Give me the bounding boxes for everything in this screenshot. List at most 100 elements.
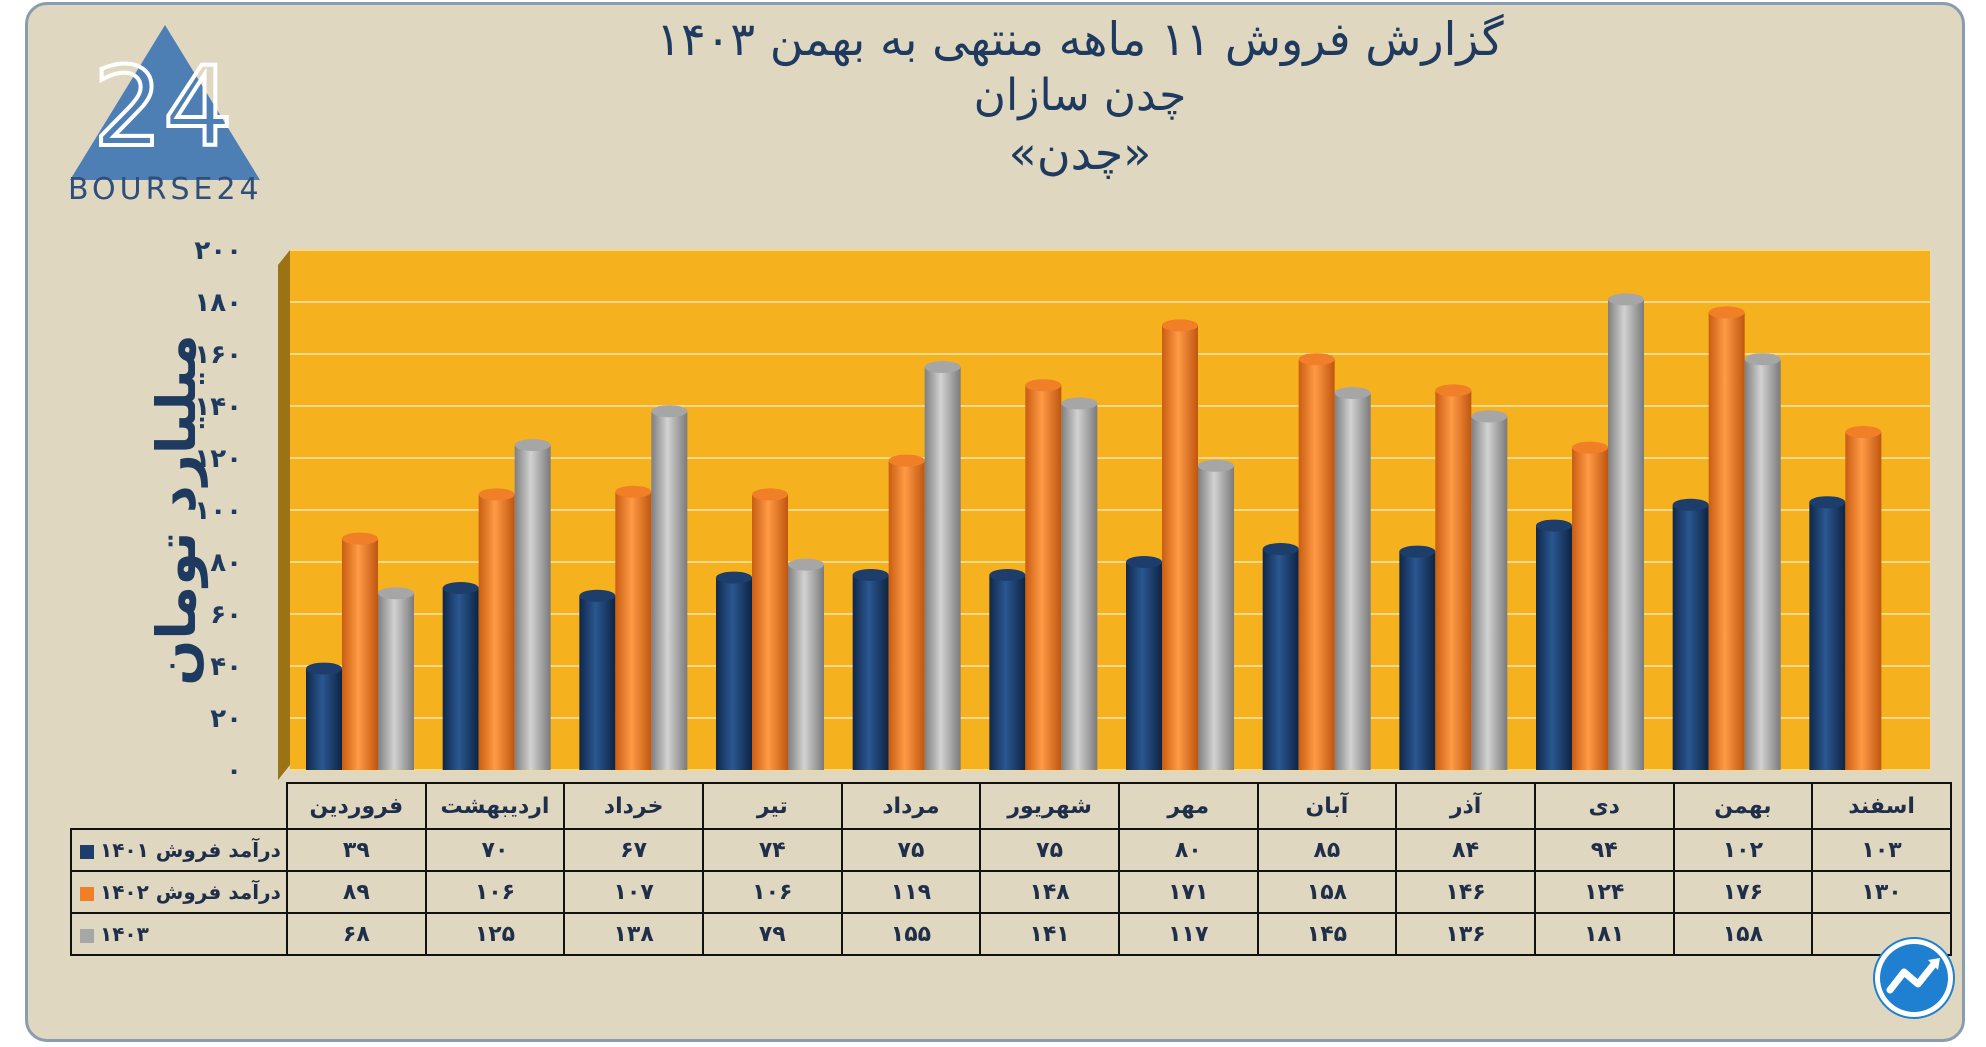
y-tick-label: ۰ [226, 756, 242, 786]
data-label: ۱۴۸ [979, 870, 1120, 914]
bar-body [651, 411, 688, 770]
bar-body [1608, 299, 1644, 770]
y-tick-label: ۱۲۰ [194, 444, 242, 474]
bar-body [1334, 393, 1371, 770]
bar [342, 532, 378, 770]
bar [1845, 426, 1882, 770]
table-header-row: فروردین اردیبهشت خرداد تیر مرداد شهریور مهر آبا… [71, 782, 1952, 830]
bar [1025, 379, 1062, 770]
bar [1162, 319, 1198, 770]
bar-body [852, 575, 889, 770]
bar-body [989, 575, 1026, 770]
bar [1399, 545, 1436, 770]
y-tick-label: ۲۰ [210, 704, 242, 734]
bar-body [716, 577, 752, 770]
data-label: ۱۲۴ [1533, 870, 1675, 914]
data-label: ۸۹ [286, 870, 427, 914]
legend-entry: ۱۴۰۳ [70, 912, 288, 956]
bar [1126, 556, 1162, 770]
data-label: ۱۸۱ [1533, 912, 1675, 956]
bar-body [1809, 502, 1846, 770]
bar-body [1198, 465, 1234, 770]
bar-cap [1845, 426, 1882, 438]
data-label: ۱۴۵ [1256, 912, 1398, 956]
bar [1708, 306, 1745, 770]
bar-cap [1744, 353, 1781, 366]
bar-body [1399, 551, 1436, 770]
bar [1262, 543, 1299, 770]
y-axis-label: میلیارد تومان [145, 334, 208, 685]
bar-cap [1399, 545, 1436, 558]
data-label: ۹۴ [1533, 828, 1675, 872]
bar-cap [615, 485, 652, 498]
bar-cap [1025, 379, 1062, 392]
bar-cap [1061, 397, 1098, 410]
data-label: ۸۵ [1256, 828, 1398, 872]
y-axis-ticks: ۰ ۲۰ ۴۰ ۶۰ ۸۰ ۱۰۰ ۱۲۰ ۱۴۰ ۱۶۰ ۱۸۰ ۲۰۰ [194, 236, 242, 786]
bar-cap [1262, 543, 1299, 555]
month-label: دی [1533, 782, 1675, 830]
y-tick-label: ۸۰ [210, 548, 242, 578]
bar [1471, 410, 1508, 770]
grid-lines [290, 249, 1930, 771]
bar-body [615, 491, 652, 770]
bar-cap [1198, 459, 1234, 472]
bar-cap [888, 454, 925, 467]
data-label: ۱۳۶ [1395, 912, 1536, 956]
data-label: ۱۵۸ [1672, 912, 1814, 956]
legend-label: ۱۴۰۳ [100, 922, 149, 946]
bar-cap [716, 571, 752, 584]
svg-text:24: 24 [93, 43, 233, 171]
title-line-1: گزارش فروش ۱۱ ماهه منتهی به بهمن ۱۴۰۳ [656, 12, 1504, 66]
bourse24-logo: 24 [70, 25, 260, 180]
bar [1298, 353, 1335, 770]
bar-cap [1536, 519, 1572, 532]
bar-body [752, 494, 788, 770]
bar [1608, 293, 1644, 770]
table-row: درآمد فروش ۱۴۰۲ ۸۹ ۱۰۶ ۱۰۷ ۱۰۶ ۱۱۹ ۱۴۸ ۱۷۱ ۱۵۸ ۱۴… [70, 870, 1952, 914]
legend-label: درآمد فروش ۱۴۰۱ [100, 838, 281, 862]
data-label: ۱۰۳ [1811, 828, 1952, 872]
bar [852, 569, 889, 770]
bar-cap [378, 587, 414, 600]
month-label: فروردین [286, 782, 427, 830]
bar-body [442, 588, 479, 770]
bar-cap [1334, 387, 1371, 399]
data-label: ۱۷۱ [1117, 870, 1259, 914]
bar-body [888, 460, 925, 770]
bar-body [1298, 359, 1335, 770]
data-label: ۱۰۷ [563, 870, 704, 914]
bar-cap [1126, 556, 1162, 568]
data-label: ۶۸ [286, 912, 427, 956]
y-tick-label: ۱۴۰ [194, 392, 242, 422]
logo-text: BOURSE24 [68, 172, 263, 207]
bar-body [342, 538, 378, 770]
bar-cap [788, 558, 824, 571]
month-label: آذر [1395, 782, 1536, 830]
data-label: ۱۲۵ [424, 912, 566, 956]
legend-entry: درآمد فروش ۱۴۰۱ [70, 828, 288, 872]
y-tick-label: ۱۶۰ [194, 340, 242, 370]
data-label: ۱۰۶ [424, 870, 566, 914]
bar [752, 488, 788, 770]
bars [306, 293, 1882, 770]
bar-body [1162, 325, 1198, 770]
bar-cap [579, 589, 616, 602]
bar-cap [1608, 293, 1644, 306]
bar-body [788, 564, 824, 770]
bar-body [514, 445, 551, 770]
month-label: مرداد [840, 782, 982, 830]
bar-body [378, 593, 414, 770]
bar [1435, 384, 1472, 770]
bar-cap [852, 569, 889, 581]
bar [1198, 459, 1234, 770]
bar-body [1708, 312, 1745, 770]
bar-body [1025, 385, 1062, 770]
month-label: اردیبهشت [424, 782, 566, 830]
month-label: اسفند [1811, 782, 1952, 830]
table-corner [71, 783, 287, 829]
bar-body [1572, 447, 1608, 770]
bar-cap [1672, 498, 1709, 511]
data-label: ۱۱۷ [1117, 912, 1259, 956]
month-label: مهر [1117, 782, 1259, 830]
